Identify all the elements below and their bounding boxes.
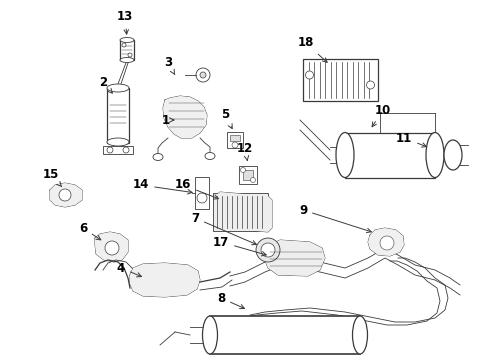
Polygon shape [130,263,200,297]
Bar [345,132,434,177]
Bar [229,135,240,141]
Circle shape [105,241,119,255]
Text: 1: 1 [162,113,174,126]
Text: 17: 17 [212,235,266,256]
Bar [120,40,134,60]
Text: 10: 10 [371,104,390,127]
Ellipse shape [202,316,217,354]
Circle shape [122,43,126,47]
Text: 3: 3 [163,57,175,75]
Text: 2: 2 [99,77,112,93]
Bar [226,132,243,148]
Text: 13: 13 [117,10,133,34]
Bar [209,316,359,354]
Text: 15: 15 [43,168,61,186]
Text: 8: 8 [217,292,244,309]
Bar [195,177,208,209]
Bar [302,59,377,101]
Text: 11: 11 [395,131,426,147]
Circle shape [305,71,313,79]
Polygon shape [215,192,271,232]
Ellipse shape [204,153,215,159]
Ellipse shape [153,153,163,161]
Circle shape [200,72,205,78]
Ellipse shape [120,58,134,63]
Text: 12: 12 [236,141,253,161]
Bar [243,170,252,180]
Ellipse shape [107,138,129,146]
Bar [212,193,267,231]
Polygon shape [264,240,325,276]
Bar [103,146,133,154]
Bar [239,166,257,184]
Circle shape [366,81,374,89]
Circle shape [250,177,255,183]
Circle shape [107,147,113,153]
Text: 14: 14 [133,179,192,194]
Circle shape [256,238,280,262]
Text: 16: 16 [174,179,218,199]
Circle shape [379,236,393,250]
Polygon shape [163,96,206,138]
Ellipse shape [352,316,367,354]
Circle shape [128,53,132,57]
Circle shape [59,189,71,201]
Polygon shape [367,228,403,256]
Polygon shape [95,232,128,262]
Text: 7: 7 [190,211,256,245]
Bar [107,87,129,143]
Ellipse shape [335,132,353,177]
Circle shape [196,68,209,82]
Circle shape [231,142,238,148]
Text: 5: 5 [221,108,232,129]
Text: 9: 9 [298,203,370,233]
Text: 4: 4 [117,261,141,277]
Circle shape [240,167,245,172]
Ellipse shape [425,132,443,177]
Circle shape [261,243,274,257]
Circle shape [197,193,206,203]
Circle shape [123,147,129,153]
Ellipse shape [107,84,129,92]
Ellipse shape [120,37,134,42]
Ellipse shape [443,140,461,170]
Text: 18: 18 [297,36,326,62]
Text: 6: 6 [79,221,101,240]
Polygon shape [50,183,82,207]
